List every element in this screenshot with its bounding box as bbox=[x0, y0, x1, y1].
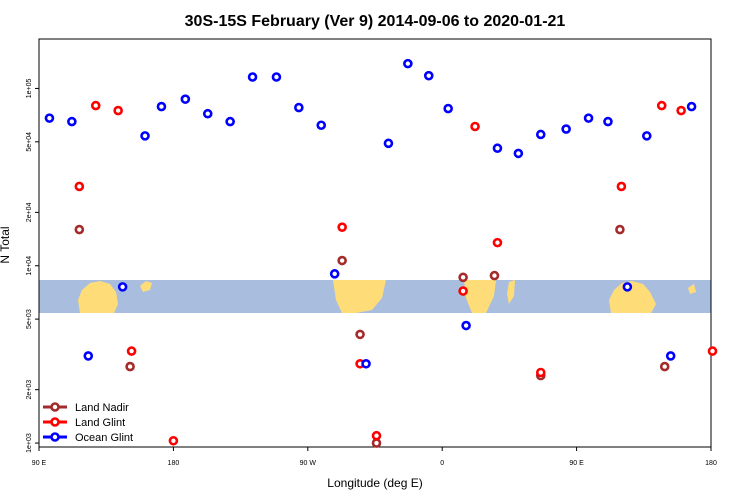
map-band bbox=[39, 280, 711, 313]
land-patch bbox=[688, 284, 696, 294]
point-land-nadir bbox=[337, 255, 347, 266]
point-land-glint bbox=[458, 286, 468, 296]
point-land-nadir bbox=[615, 224, 625, 235]
point-land-glint bbox=[707, 346, 718, 356]
point-ocean-glint bbox=[225, 116, 235, 127]
point-land-glint bbox=[656, 100, 667, 111]
point-land-glint bbox=[90, 100, 101, 111]
point-land-nadir bbox=[371, 438, 382, 448]
point-ocean-glint bbox=[361, 358, 371, 369]
x-tick-label: 180 bbox=[168, 460, 180, 467]
point-ocean-glint bbox=[665, 351, 676, 361]
legend-label-land-nadir: Land Nadir bbox=[75, 402, 129, 414]
point-land-glint bbox=[168, 435, 179, 446]
x-tick-label: 90 E bbox=[569, 460, 584, 467]
y-tick-label: 2e+04 bbox=[26, 202, 33, 222]
point-ocean-glint bbox=[513, 148, 524, 159]
point-land-glint bbox=[616, 181, 627, 192]
legend-label-land-glint: Land Glint bbox=[75, 417, 125, 429]
point-ocean-glint bbox=[622, 282, 633, 292]
point-ocean-glint bbox=[561, 124, 571, 134]
land-patch bbox=[464, 280, 496, 313]
land-patch bbox=[333, 280, 386, 313]
point-ocean-glint bbox=[423, 70, 434, 81]
point-ocean-glint bbox=[583, 113, 594, 123]
y-tick-label: 5e+03 bbox=[26, 309, 33, 329]
point-ocean-glint bbox=[329, 269, 340, 279]
point-land-glint bbox=[470, 121, 480, 132]
point-land-nadir bbox=[125, 361, 135, 372]
legend: Land Nadir Land Glint Ocean Glint bbox=[43, 402, 133, 444]
point-ocean-glint bbox=[535, 129, 546, 140]
legend-marker-land-glint bbox=[50, 417, 60, 427]
legend-marker-ocean-glint bbox=[50, 432, 60, 442]
point-ocean-glint bbox=[180, 94, 191, 104]
point-land-glint bbox=[492, 237, 503, 248]
point-ocean-glint bbox=[443, 103, 453, 114]
point-ocean-glint bbox=[117, 282, 128, 292]
point-ocean-glint bbox=[271, 72, 282, 82]
legend-label-ocean-glint: Ocean Glint bbox=[75, 432, 133, 444]
y-axis: 1e+03 2e+03 5e+03 1e+04 2e+04 5e+04 1e+05 bbox=[26, 78, 39, 453]
point-land-glint bbox=[126, 346, 137, 356]
point-ocean-glint bbox=[403, 58, 413, 69]
point-land-nadir bbox=[74, 224, 85, 235]
land-patch bbox=[507, 280, 515, 304]
x-tick-label: 180 bbox=[705, 460, 717, 467]
plot-frame bbox=[38, 38, 712, 448]
point-land-glint bbox=[74, 181, 85, 192]
x-tick-label: 0 bbox=[440, 460, 444, 467]
y-tick-label: 1e+04 bbox=[26, 256, 33, 276]
chart-title: 30S-15S February (Ver 9) 2014-09-06 to 2… bbox=[185, 13, 566, 30]
land-patch bbox=[78, 281, 118, 313]
point-ocean-glint bbox=[202, 108, 213, 119]
x-axis-title: Longitude (deg E) bbox=[327, 476, 422, 490]
y-tick-label: 1e+05 bbox=[26, 78, 33, 98]
point-ocean-glint bbox=[294, 102, 304, 113]
point-ocean-glint bbox=[156, 101, 167, 112]
point-land-glint bbox=[113, 105, 123, 116]
point-ocean-glint bbox=[316, 120, 327, 131]
x-tick-label: 90 E bbox=[32, 460, 47, 467]
x-axis: 90 E 180 90 W 0 90 E 180 bbox=[32, 447, 717, 467]
y-tick-label: 5e+04 bbox=[26, 132, 33, 152]
point-land-glint bbox=[371, 430, 382, 441]
land-patch bbox=[140, 281, 152, 292]
point-ocean-glint bbox=[603, 116, 613, 127]
point-land-glint bbox=[337, 222, 347, 232]
point-land-nadir bbox=[489, 270, 500, 281]
legend-marker-land-nadir bbox=[50, 402, 60, 412]
point-ocean-glint bbox=[686, 101, 697, 112]
point-ocean-glint bbox=[383, 138, 394, 149]
land-patch bbox=[609, 281, 656, 313]
point-land-glint bbox=[676, 105, 686, 116]
point-land-nadir bbox=[659, 361, 670, 372]
x-tick-label: 90 W bbox=[300, 460, 317, 467]
point-ocean-glint bbox=[44, 113, 55, 123]
point-land-glint bbox=[535, 367, 546, 378]
data-marks bbox=[44, 58, 718, 448]
y-tick-label: 2e+03 bbox=[26, 380, 33, 400]
point-land-nadir bbox=[355, 329, 365, 340]
point-land-nadir bbox=[458, 272, 468, 283]
point-ocean-glint bbox=[140, 131, 150, 141]
point-ocean-glint bbox=[67, 116, 77, 127]
point-ocean-glint bbox=[461, 320, 471, 331]
y-tick-label: 1e+03 bbox=[26, 433, 33, 453]
y-axis-title: N Total bbox=[0, 226, 12, 263]
point-ocean-glint bbox=[641, 131, 652, 141]
point-ocean-glint bbox=[83, 351, 94, 361]
point-ocean-glint bbox=[492, 143, 503, 154]
point-ocean-glint bbox=[247, 72, 258, 82]
